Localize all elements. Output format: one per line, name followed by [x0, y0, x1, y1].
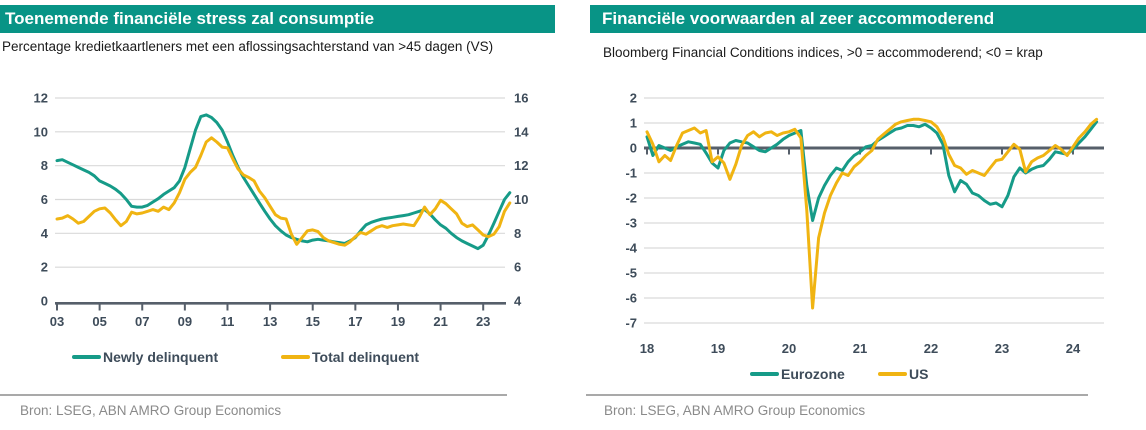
financial-conditions-chart-panel: Financiële voorwaarden al zeer accommode…: [586, 0, 1146, 430]
svg-text:11: 11: [221, 314, 235, 329]
chart2-source-divider: [586, 394, 1088, 396]
legend-label-us: US: [909, 366, 929, 382]
chart1-source: Bron: LSEG, ABN AMRO Group Economics: [20, 403, 282, 418]
svg-text:03: 03: [50, 314, 64, 329]
svg-text:17: 17: [348, 314, 362, 329]
svg-text:18: 18: [640, 341, 654, 356]
legend-item-eurozone: Eurozone: [750, 365, 845, 383]
svg-text:-7: -7: [625, 316, 637, 331]
svg-text:09: 09: [178, 314, 192, 329]
svg-text:10: 10: [514, 192, 528, 207]
svg-text:14: 14: [514, 124, 529, 139]
svg-text:6: 6: [41, 192, 48, 207]
svg-text:23: 23: [995, 341, 1009, 356]
svg-text:1: 1: [630, 116, 637, 131]
credit-card-delinquency-chart-panel: Toenemende financiële stress zal consump…: [0, 0, 555, 430]
svg-text:-4: -4: [625, 241, 637, 256]
svg-text:0: 0: [630, 141, 637, 156]
svg-text:19: 19: [711, 341, 725, 356]
legend-label-newly-delinquent: Newly delinquent: [103, 349, 219, 365]
legend-item-newly-delinquent: Newly delinquent: [72, 348, 218, 366]
svg-text:-6: -6: [625, 291, 637, 306]
svg-text:2: 2: [630, 91, 637, 106]
svg-text:0: 0: [41, 294, 48, 309]
svg-text:24: 24: [1066, 341, 1081, 356]
svg-text:22: 22: [924, 341, 938, 356]
svg-text:21: 21: [853, 341, 867, 356]
chart1-title: Toenemende financiële stress zal consump…: [5, 9, 375, 28]
svg-text:13: 13: [263, 314, 277, 329]
legend-label-total-delinquent: Total delinquent: [312, 349, 420, 365]
chart2-title: Financiële voorwaarden al zeer accommode…: [602, 9, 995, 28]
svg-text:23: 23: [476, 314, 490, 329]
svg-text:05: 05: [92, 314, 106, 329]
svg-text:2: 2: [41, 260, 48, 275]
legend-item-total-delinquent: Total delinquent: [281, 348, 419, 366]
newly-delinquent-line-swatch: [72, 355, 101, 359]
chart1-plot: 0 2 4 6 8 10 12 4 6 8 10 12 14 16 03 05 07 09 11 13 15 17 19 21…: [34, 90, 530, 329]
svg-text:6: 6: [514, 260, 521, 275]
chart1-source-divider: [0, 394, 507, 396]
chart1-subtitle: Percentage kredietkaartleners met een af…: [2, 39, 494, 54]
svg-text:07: 07: [135, 314, 149, 329]
chart2-title-bar: Financiële voorwaarden al zeer accommode…: [590, 5, 1146, 33]
eurozone-line-swatch: [750, 372, 779, 376]
svg-text:8: 8: [41, 158, 48, 173]
svg-text:12: 12: [34, 90, 48, 105]
svg-text:-2: -2: [625, 191, 637, 206]
svg-text:21: 21: [433, 314, 447, 329]
svg-text:12: 12: [514, 158, 528, 173]
chart2-subtitle: Bloomberg Financial Conditions indices, …: [603, 45, 1043, 60]
total-delinquent-line-swatch: [281, 355, 310, 359]
svg-text:16: 16: [514, 90, 528, 105]
chart1-title-bar: Toenemende financiële stress zal consump…: [0, 5, 555, 33]
legend-item-us: US: [878, 365, 928, 383]
legend-label-eurozone: Eurozone: [781, 366, 845, 382]
svg-text:19: 19: [391, 314, 405, 329]
svg-text:4: 4: [41, 226, 49, 241]
svg-text:20: 20: [782, 341, 796, 356]
us-line-swatch: [878, 372, 907, 376]
svg-text:-1: -1: [625, 166, 637, 181]
svg-text:15: 15: [305, 314, 319, 329]
svg-text:8: 8: [514, 226, 521, 241]
svg-text:-3: -3: [625, 216, 637, 231]
chart2-source: Bron: LSEG, ABN AMRO Group Economics: [604, 403, 866, 418]
svg-text:4: 4: [514, 294, 522, 309]
svg-text:10: 10: [34, 124, 48, 139]
svg-text:-5: -5: [625, 266, 637, 281]
chart2-plot: 210-1-2-3-4-5-6-718 19 20 21 22 23 24: [625, 91, 1104, 356]
